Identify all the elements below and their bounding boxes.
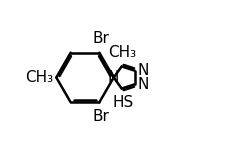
Text: CH₃: CH₃ xyxy=(108,45,136,60)
Text: N: N xyxy=(137,63,148,78)
Text: Br: Br xyxy=(92,108,109,124)
Text: CH₃: CH₃ xyxy=(25,70,53,85)
Text: N: N xyxy=(107,70,119,85)
Text: N: N xyxy=(137,77,148,92)
Text: HS: HS xyxy=(112,95,133,110)
Text: Br: Br xyxy=(92,31,109,46)
